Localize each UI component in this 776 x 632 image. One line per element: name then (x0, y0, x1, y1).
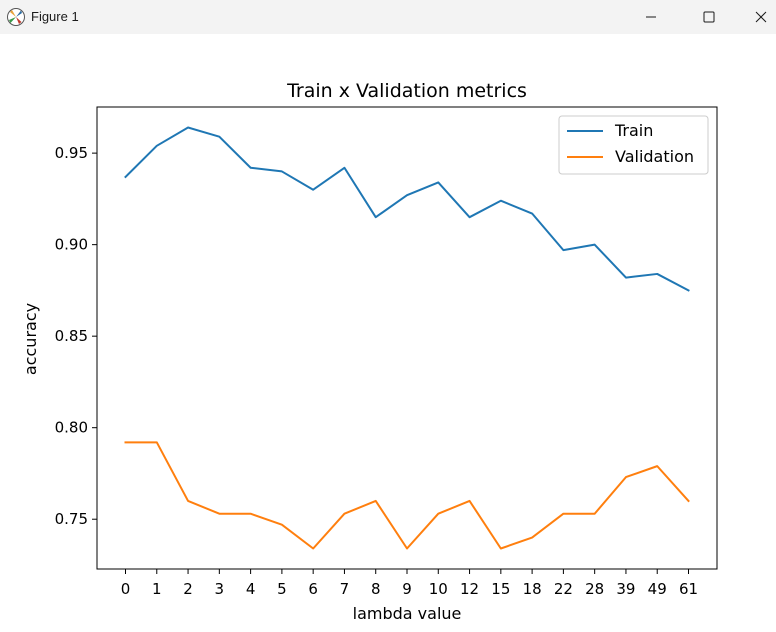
figure-canvas: Train x Validation metrics 0 1 2 3 4 5 6 7 8 9 10 1… (0, 34, 776, 628)
y-tick-label: 0.80 (55, 419, 88, 437)
x-tick-label: 49 (648, 580, 667, 598)
x-tick-label: 22 (554, 580, 573, 598)
x-tick-label: 2 (183, 580, 193, 598)
line-chart: Train x Validation metrics 0 1 2 3 4 5 6 7 8 9 10 1… (21, 80, 718, 623)
y-tick-label: 0.90 (55, 236, 88, 254)
x-tick-label: 1 (152, 580, 162, 598)
y-tick-label: 0.95 (55, 144, 88, 162)
x-tick-label: 7 (340, 580, 350, 598)
x-tick-label: 15 (491, 580, 510, 598)
x-tick-label: 9 (402, 580, 412, 598)
y-axis-label: accuracy (21, 303, 40, 375)
minimize-button[interactable] (628, 0, 674, 34)
close-button[interactable] (738, 0, 776, 34)
x-tick-label: 5 (277, 580, 287, 598)
legend-label-validation: Validation (615, 147, 694, 166)
x-tick-label: 4 (246, 580, 256, 598)
axes: 0 1 2 3 4 5 6 7 8 9 10 12 15 18 22 28 39 49 610.750.800.85… (55, 106, 718, 598)
maximize-icon (703, 11, 715, 23)
legend-label-train: Train (614, 121, 653, 140)
x-tick-label: 39 (616, 580, 635, 598)
x-tick-label: 0 (121, 580, 131, 598)
x-tick-label: 8 (371, 580, 381, 598)
minimize-icon (646, 16, 656, 18)
x-tick-label: 12 (460, 580, 479, 598)
x-tick-label: 28 (585, 580, 604, 598)
x-tick-label: 10 (429, 580, 448, 598)
window-titlebar: Figure 1 (0, 0, 776, 34)
y-tick-label: 0.85 (55, 327, 88, 345)
window-title: Figure 1 (31, 9, 79, 24)
y-tick-label: 0.75 (55, 510, 88, 528)
matplotlib-icon (7, 8, 25, 26)
x-tick-label: 6 (308, 580, 318, 598)
series-line-validation (124, 441, 690, 550)
x-tick-label: 61 (679, 580, 698, 598)
close-icon (755, 11, 767, 23)
x-tick-label: 3 (215, 580, 225, 598)
chart-title: Train x Validation metrics (286, 80, 527, 102)
axes-frame (96, 106, 718, 570)
series-line-train (124, 126, 690, 292)
x-axis-label: lambda value (353, 604, 462, 623)
maximize-button[interactable] (686, 0, 732, 34)
x-tick-label: 18 (523, 580, 542, 598)
